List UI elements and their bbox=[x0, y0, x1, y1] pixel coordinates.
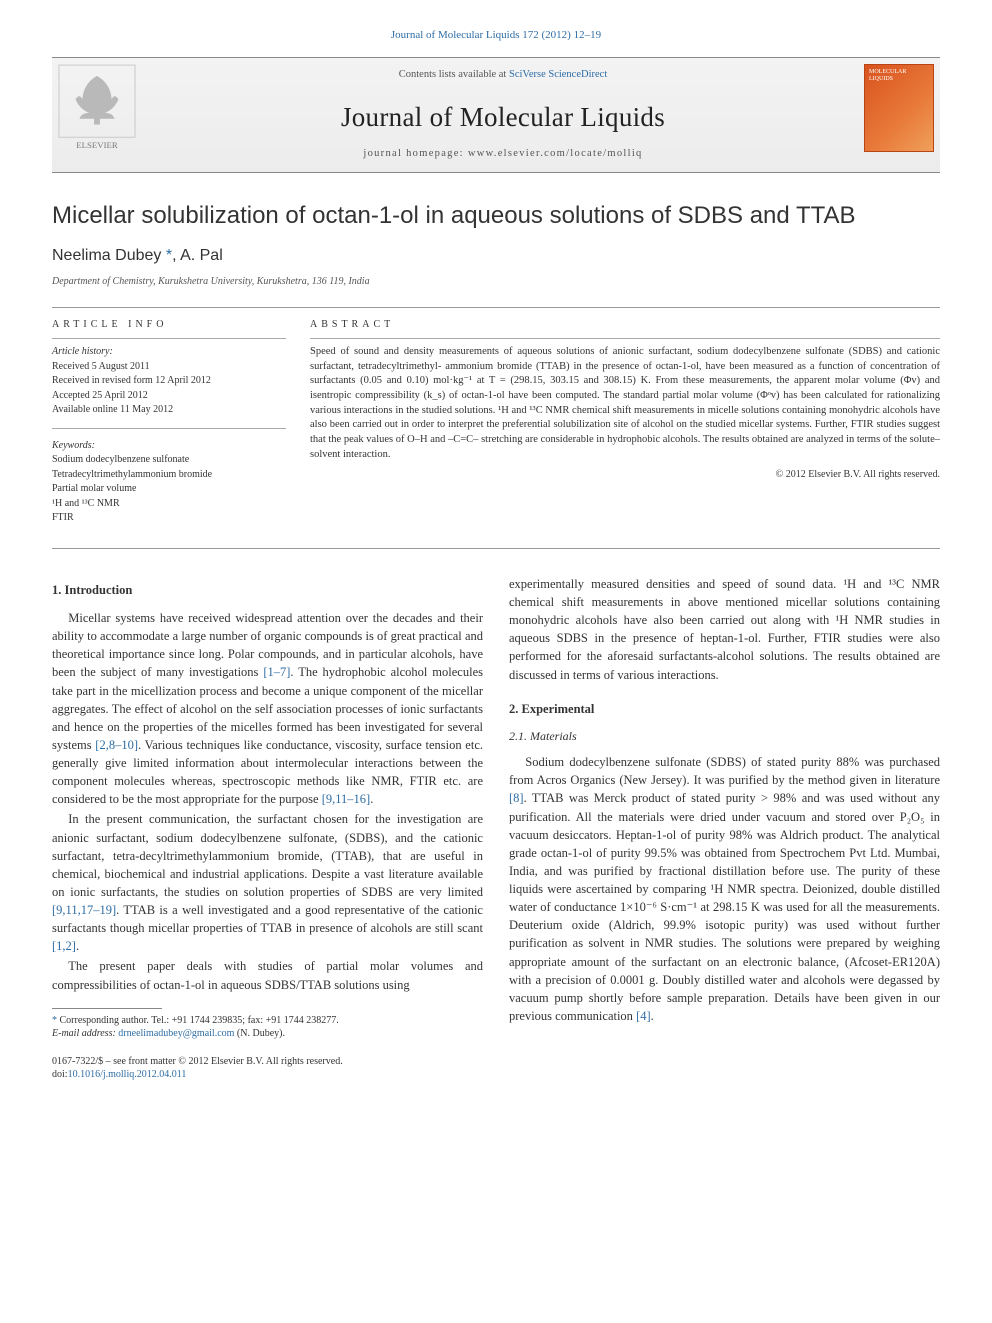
keyword-item: Tetradecyltrimethylammonium bromide bbox=[52, 468, 286, 483]
journal-homepage-line: journal homepage: www.elsevier.com/locat… bbox=[150, 147, 856, 162]
history-revised: Received in revised form 12 April 2012 bbox=[52, 374, 286, 389]
svg-text:ELSEVIER: ELSEVIER bbox=[76, 140, 118, 150]
materials-para-1: Sodium dodecylbenzene sulfonate (SDBS) o… bbox=[509, 753, 940, 1025]
ref-link[interactable]: [9,11,17–19] bbox=[52, 903, 116, 917]
email-label: E-mail address: bbox=[52, 1028, 118, 1039]
text-run: Sodium dodecylbenzene sulfonate (SDBS) o… bbox=[509, 755, 940, 787]
keyword-item: Sodium dodecylbenzene sulfonate bbox=[52, 453, 286, 468]
intro-para-2: In the present communication, the surfac… bbox=[52, 810, 483, 955]
keyword-item: ¹H and ¹³C NMR bbox=[52, 497, 286, 512]
abstract-copyright: © 2012 Elsevier B.V. All rights reserved… bbox=[310, 468, 940, 482]
intro-para-1: Micellar systems have received widesprea… bbox=[52, 609, 483, 808]
cover-thumb-text: MOLECULAR LIQUIDS bbox=[869, 69, 929, 82]
intro-para-3: The present paper deals with studies of … bbox=[52, 957, 483, 993]
masthead-center: Contents lists available at SciVerse Sci… bbox=[142, 58, 864, 171]
body-two-columns: 1. Introduction Micellar systems have re… bbox=[52, 575, 940, 1082]
rule-bottom bbox=[52, 548, 940, 549]
corresponding-footnote: * Corresponding author. Tel.: +91 1744 2… bbox=[52, 1014, 483, 1041]
abstract-heading: abstract bbox=[310, 318, 940, 332]
text-run: . bbox=[370, 792, 373, 806]
keywords-label: Keywords: bbox=[52, 439, 286, 454]
article-info-block: article info Article history: Received 5… bbox=[52, 318, 286, 526]
footnote-tail: (N. Dubey). bbox=[234, 1028, 285, 1039]
ref-link[interactable]: [1–7] bbox=[263, 665, 290, 679]
article-info-abstract-row: article info Article history: Received 5… bbox=[52, 318, 940, 526]
history-online: Available online 11 May 2012 bbox=[52, 403, 286, 418]
intro-para-3-continued: experimentally measured densities and sp… bbox=[509, 575, 940, 684]
subsection-2-1-heading: 2.1. Materials bbox=[509, 728, 940, 745]
tree-icon: ELSEVIER bbox=[58, 64, 136, 152]
email-link[interactable]: drneelimadubey@gmail.com bbox=[118, 1028, 234, 1039]
rule-abstract bbox=[310, 338, 940, 339]
authors-line: Neelima Dubey *, A. Pal bbox=[52, 245, 940, 267]
journal-masthead: ELSEVIER Contents lists available at Sci… bbox=[52, 57, 940, 172]
section-2-heading: 2. Experimental bbox=[509, 700, 940, 718]
rule-keywords bbox=[52, 428, 286, 429]
abstract-block: abstract Speed of sound and density meas… bbox=[310, 318, 940, 526]
abstract-body: Speed of sound and density measurements … bbox=[310, 345, 940, 463]
issn-line: 0167-7322/$ – see front matter © 2012 El… bbox=[52, 1055, 483, 1069]
history-label: Article history: bbox=[52, 345, 286, 360]
history-accepted: Accepted 25 April 2012 bbox=[52, 389, 286, 404]
running-head-link[interactable]: Journal of Molecular Liquids 172 (2012) … bbox=[52, 28, 940, 43]
footer-meta: 0167-7322/$ – see front matter © 2012 El… bbox=[52, 1055, 483, 1082]
author-2: , A. Pal bbox=[172, 247, 223, 264]
doi-label: doi: bbox=[52, 1069, 68, 1080]
ref-link[interactable]: [2,8–10] bbox=[95, 738, 138, 752]
elsevier-logo: ELSEVIER bbox=[52, 58, 142, 158]
homepage-prefix: journal homepage: bbox=[363, 148, 467, 159]
text-run: . TTAB is a well investigated and a good… bbox=[52, 903, 483, 935]
section-1-heading: 1. Introduction bbox=[52, 581, 483, 599]
ref-link[interactable]: [4] bbox=[636, 1009, 651, 1023]
ref-link[interactable]: [1,2] bbox=[52, 939, 76, 953]
footnote-separator bbox=[52, 1008, 162, 1009]
footnote-text: Corresponding author. Tel.: +91 1744 239… bbox=[57, 1015, 339, 1026]
text-run: In the present communication, the surfac… bbox=[52, 812, 483, 899]
keyword-item: Partial molar volume bbox=[52, 482, 286, 497]
journal-name: Journal of Molecular Liquids bbox=[150, 99, 856, 137]
text-run: . bbox=[76, 939, 79, 953]
sciencedirect-link[interactable]: SciVerse ScienceDirect bbox=[509, 69, 607, 80]
history-received: Received 5 August 2011 bbox=[52, 360, 286, 375]
text-run: . bbox=[651, 1009, 654, 1023]
contents-prefix: Contents lists available at bbox=[399, 69, 509, 80]
paper-page: Journal of Molecular Liquids 172 (2012) … bbox=[0, 0, 992, 1122]
rule-top bbox=[52, 307, 940, 308]
author-1: Neelima Dubey bbox=[52, 247, 166, 264]
affiliation: Department of Chemistry, Kurukshetra Uni… bbox=[52, 275, 940, 289]
article-info-heading: article info bbox=[52, 318, 286, 333]
doi-link[interactable]: 10.1016/j.molliq.2012.04.011 bbox=[68, 1069, 187, 1080]
contents-available-line: Contents lists available at SciVerse Sci… bbox=[150, 68, 856, 83]
keyword-item: FTIR bbox=[52, 511, 286, 526]
homepage-url[interactable]: www.elsevier.com/locate/molliq bbox=[468, 148, 643, 159]
ref-link[interactable]: [8] bbox=[509, 791, 524, 805]
journal-cover-thumbnail: MOLECULAR LIQUIDS bbox=[864, 64, 934, 152]
article-title: Micellar solubilization of octan-1-ol in… bbox=[52, 201, 940, 231]
ref-link[interactable]: [9,11–16] bbox=[322, 792, 371, 806]
rule-info bbox=[52, 338, 286, 339]
text-run: . TTAB was Merck product of stated purit… bbox=[509, 791, 940, 1023]
